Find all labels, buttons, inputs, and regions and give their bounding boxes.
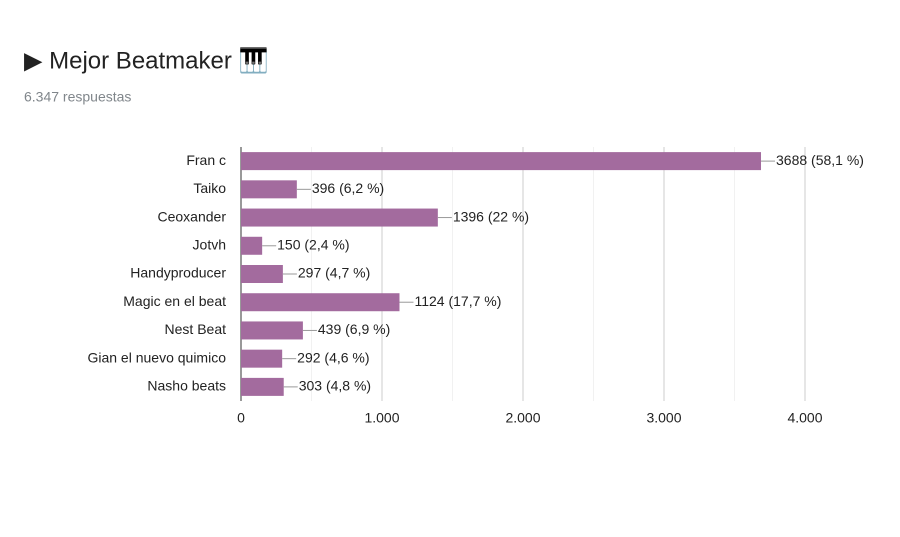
y-tick-label: Gian el nuevo quimico <box>87 349 226 365</box>
data-label: 150 (2,4 %) <box>277 236 349 252</box>
bar <box>241 349 283 368</box>
x-tick-label: 3.000 <box>646 410 681 426</box>
bar <box>241 180 297 199</box>
chart-title: ▶ Mejor Beatmaker 🎹 <box>24 46 268 74</box>
data-label: 1396 (22 %) <box>453 208 529 224</box>
y-tick-label: Nasho beats <box>147 378 226 394</box>
data-label: 303 (4,8 %) <box>299 378 371 394</box>
bar <box>241 236 263 255</box>
data-label: 297 (4,7 %) <box>298 265 370 281</box>
x-tick-label: 4.000 <box>787 410 822 426</box>
y-tick-label: Nest Beat <box>165 321 227 337</box>
y-tick-label: Magic en el beat <box>123 293 226 309</box>
data-label: 3688 (58,1 %) <box>776 152 864 168</box>
bar <box>241 265 283 283</box>
data-label: 439 (6,9 %) <box>318 321 390 337</box>
x-tick-label: 0 <box>237 410 245 426</box>
bar <box>241 293 400 312</box>
chart-subtitle: 6.347 respuestas <box>24 89 131 105</box>
x-tick-label: 2.000 <box>505 410 540 426</box>
data-label: 396 (6,2 %) <box>312 180 384 196</box>
y-tick-label: Jotvh <box>193 236 226 252</box>
x-tick-label: 1.000 <box>364 410 399 426</box>
bar <box>241 377 284 396</box>
bar <box>241 321 303 340</box>
data-label: 1124 (17,7 %) <box>414 293 501 309</box>
y-tick-label: Handyproducer <box>130 265 226 281</box>
y-tick-label: Fran c <box>186 152 226 168</box>
data-label: 292 (4,6 %) <box>297 349 369 365</box>
y-tick-label: Taiko <box>193 180 226 196</box>
bar <box>241 152 762 171</box>
bar <box>241 208 438 227</box>
y-tick-label: Ceoxander <box>158 208 227 224</box>
